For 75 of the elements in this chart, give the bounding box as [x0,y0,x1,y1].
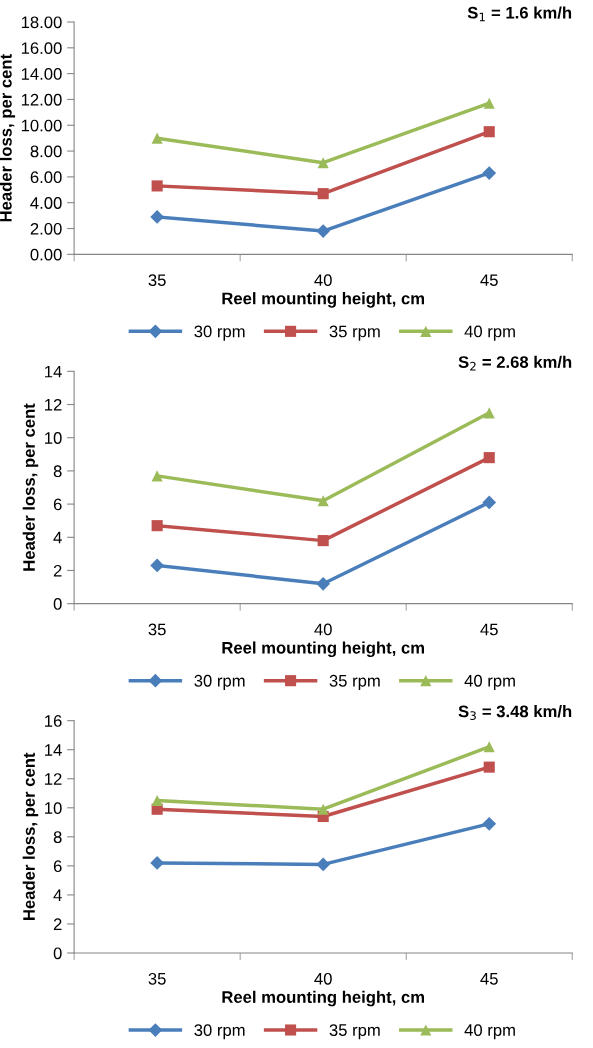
point [151,520,163,532]
x-tick-label: 35 [148,972,166,985]
point [151,132,163,144]
legend-label: 35 rpm [329,325,380,341]
legend-label: 30 rpm [194,1024,245,1040]
point [482,495,497,510]
point [483,97,495,109]
x-tick-label: 35 [148,623,166,636]
y-tick-label: 0 [53,598,62,610]
x-axis-title: Reel mounting height, cm [222,292,425,308]
y-tick-label: 0 [53,947,62,960]
y-tick-label: 14.00 [21,68,62,80]
y-tick-label: 10.00 [21,119,62,132]
point [483,761,495,773]
x-tick-label: 35 [148,274,166,287]
y-tick-label: 10 [45,432,62,444]
x-tick-label: 40 [314,972,332,985]
point [151,180,163,192]
y-tick-label: 2 [53,918,62,930]
y-tick-label: 8 [53,831,62,844]
point [316,576,331,591]
point [151,794,163,807]
point [150,210,165,224]
y-tick-label: 12 [45,398,62,411]
y-tick-label: 16.00 [21,42,62,55]
chart-title: S$_{3}$ = 3.48 km/h [458,705,572,721]
point [482,166,497,180]
y-axis-title: Header loss, per cent [22,403,39,571]
point [316,857,331,872]
y-tick-label: 14 [45,744,62,756]
x-tick-label: 45 [480,973,498,985]
x-axis-title: Reel mounting height, cm [222,990,425,1007]
legend-label: 40 rpm [464,674,515,690]
y-tick-label: 0.00 [30,248,62,261]
y-tick-label: 16 [45,715,62,727]
y-tick-label: 4 [53,531,62,544]
chart-title: S$_{1}$ = 1.6 km/h [467,6,572,22]
y-axis-title: Header loss, per cent [0,54,16,222]
legend-label: 40 rpm [464,1024,515,1040]
y-tick-label: 2.00 [30,222,62,235]
x-tick-label: 40 [314,623,332,636]
y-tick-label: 8 [53,465,62,478]
y-tick-label: 6 [53,860,62,873]
legend-label: 40 rpm [464,325,515,341]
point [483,126,495,138]
point [150,558,165,573]
y-tick-label: 14 [45,365,62,378]
point [317,157,329,169]
y-axis-title: Header loss, per cent [22,752,39,921]
y-tick-label: 6.00 [30,171,62,184]
y-tick-label: 18.00 [21,16,62,29]
point [316,224,331,238]
x-tick-label: 45 [480,274,498,287]
x-axis-title: Reel mounting height, cm [222,641,425,658]
y-tick-label: 12.00 [21,93,62,106]
y-tick-label: 4 [53,889,62,901]
x-tick-label: 45 [480,623,498,636]
x-tick-label: 40 [314,274,332,287]
y-tick-label: 4.00 [30,197,62,209]
point [317,803,329,815]
point [317,188,329,200]
legend-label: 35 rpm [329,1024,380,1040]
point [482,816,497,831]
y-tick-label: 10 [45,802,62,814]
point [483,452,495,464]
legend-label: 35 rpm [329,674,380,690]
legend-label: 30 rpm [194,674,245,690]
point [150,856,165,870]
y-tick-label: 6 [53,498,62,511]
y-tick-label: 8.00 [30,145,62,158]
y-tick-label: 12 [45,773,62,785]
y-tick-label: 2 [53,564,62,577]
point [317,535,329,547]
chart-title: S$_{2}$ = 2.68 km/h [458,355,572,371]
legend-label: 30 rpm [194,325,245,341]
